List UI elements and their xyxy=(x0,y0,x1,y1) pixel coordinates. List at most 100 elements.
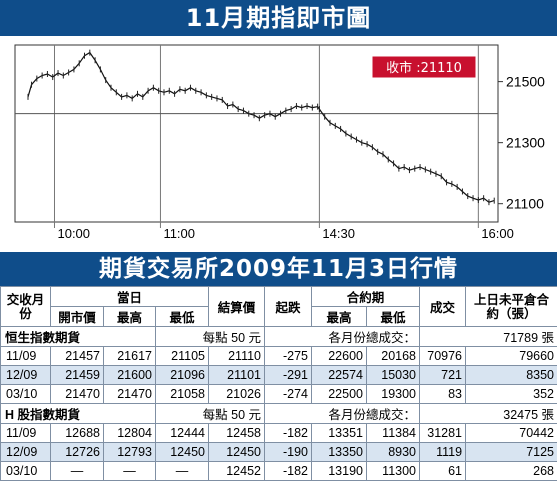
table-cell: 21058 xyxy=(155,384,209,404)
table-cell: — xyxy=(50,461,104,481)
y-tick-label: 21500 xyxy=(506,74,545,90)
row-month: 12/09 xyxy=(0,442,51,462)
header-cp-low: 最低 xyxy=(365,306,421,327)
table-cell: 21470 xyxy=(103,384,156,404)
header-low: 最低 xyxy=(155,306,209,327)
table-cell: — xyxy=(103,461,156,481)
table-cell: 22574 xyxy=(311,365,367,385)
table-cell: 12804 xyxy=(103,423,156,443)
row-month: 11/09 xyxy=(0,346,51,366)
table-cell: -274 xyxy=(264,384,312,404)
header-change: 起跌 xyxy=(264,286,312,327)
table-cell: 21457 xyxy=(50,346,104,366)
section-total: 71789 張 xyxy=(419,326,557,347)
market-table-wrap: 交收月份 當日 結算價 起跌 合約期 成交 上日未平倉合約（張） 開市價 最高 … xyxy=(0,286,557,500)
table-cell: 12452 xyxy=(208,461,265,481)
market-table-body: 恒生指數期貨 每點 50 元各月份總成交： 71789 張 11/09 21457 216… xyxy=(0,326,557,481)
price-line xyxy=(27,51,495,203)
table-cell: -291 xyxy=(264,365,312,385)
header-contract-period: 合約期 xyxy=(310,286,421,307)
table-cell: 61 xyxy=(419,461,467,481)
section-unit: 每點 50 元 xyxy=(155,326,265,347)
intraday-chart: 21500 21300 21100 10:00 11:00 14:30 16:00 收市 :2… xyxy=(0,36,557,252)
header-day: 當日 xyxy=(50,286,209,307)
header-high: 最高 xyxy=(103,306,156,327)
table-cell: 12688 xyxy=(50,423,104,443)
x-tick-label: 11:00 xyxy=(163,226,195,241)
table-cell: 8350 xyxy=(465,365,557,385)
table-cell: 20168 xyxy=(365,346,421,366)
table-cell: 15030 xyxy=(365,365,421,385)
table-cell: 21459 xyxy=(50,365,104,385)
table-cell: 13351 xyxy=(311,423,367,443)
header-open: 開市價 xyxy=(50,306,104,327)
table-cell: 70442 xyxy=(465,423,557,443)
table-cell: 22600 xyxy=(311,346,367,366)
header-volume: 成交 xyxy=(419,286,467,327)
table-cell: 21105 xyxy=(155,346,209,366)
table-row: 03/10 21470 21470 21058 21026 -274 22500 19300 8… xyxy=(0,384,557,404)
table-row: 11/09 12688 12804 12444 12458 -182 13351 11384 3… xyxy=(0,423,557,443)
row-month: 03/10 xyxy=(0,384,51,404)
table-cell: -182 xyxy=(264,461,312,481)
table-cell: 12450 xyxy=(155,442,209,462)
table-cell: 31281 xyxy=(419,423,467,443)
table-cell: 21026 xyxy=(208,384,265,404)
section-unit: 每點 50 元 xyxy=(155,403,265,424)
table-cell: 12450 xyxy=(208,442,265,462)
close-label-box xyxy=(371,55,477,79)
table-cell: 11384 xyxy=(365,423,421,443)
table-cell: 12726 xyxy=(50,442,104,462)
table-cell: 721 xyxy=(419,365,467,385)
table-cell: -275 xyxy=(264,346,312,366)
table-cell: -190 xyxy=(264,442,312,462)
table-title: 期貨交易所2009年11月3日行情 xyxy=(0,252,557,286)
table-cell: 21101 xyxy=(208,365,265,385)
row-month: 11/09 xyxy=(0,423,51,443)
table-cell: 352 xyxy=(465,384,557,404)
header-settle: 結算價 xyxy=(208,286,265,327)
table-cell: 21617 xyxy=(103,346,156,366)
table-cell: 268 xyxy=(465,461,557,481)
table-cell: 13190 xyxy=(311,461,367,481)
table-cell: 12458 xyxy=(208,423,265,443)
table-row: 12/09 12726 12793 12450 12450 -190 13350 8930 11… xyxy=(0,442,557,462)
table-cell: 12793 xyxy=(103,442,156,462)
table-cell: 7125 xyxy=(465,442,557,462)
table-cell: 13350 xyxy=(311,442,367,462)
header-cp-high: 最高 xyxy=(311,306,367,327)
chart-title: 11月期指即市圖 xyxy=(0,0,557,36)
y-tick-label: 21100 xyxy=(506,196,544,212)
row-month: 12/09 xyxy=(0,365,51,385)
table-cell: 21470 xyxy=(50,384,104,404)
table-cell: 70976 xyxy=(419,346,467,366)
section-header-row: 恒生指數期貨 每點 50 元各月份總成交： 71789 張 xyxy=(0,326,557,347)
table-cell: 1119 xyxy=(419,442,467,462)
table-cell: 19300 xyxy=(365,384,421,404)
header-oi: 上日未平倉合約（張） xyxy=(465,286,557,327)
section-total: 32475 張 xyxy=(419,403,557,424)
header-contract: 交收月份 xyxy=(0,286,51,327)
x-tick-label: 14:30 xyxy=(322,226,355,241)
section-name: 恒生指數期貨 xyxy=(0,326,156,347)
table-cell: 21110 xyxy=(208,346,265,366)
table-cell: 21600 xyxy=(103,365,156,385)
table-cell: -182 xyxy=(264,423,312,443)
x-tick-label: 16:00 xyxy=(481,226,514,241)
section-header-row: H 股指數期貨 每點 50 元各月份總成交： 32475 張 xyxy=(0,403,557,424)
market-table: 交收月份 當日 結算價 起跌 合約期 成交 上日未平倉合約（張） 開市價 最高 … xyxy=(0,286,557,481)
table-cell: 12444 xyxy=(155,423,209,443)
section-name: H 股指數期貨 xyxy=(0,403,156,424)
table-cell: 8930 xyxy=(365,442,421,462)
x-tick-label: 10:00 xyxy=(57,226,90,241)
table-cell: 83 xyxy=(419,384,467,404)
close-label: 收市 :21110 xyxy=(386,60,462,76)
table-row: 03/10— — —12452 -182 13190 11300 61 268 xyxy=(0,461,557,481)
table-cell: 21096 xyxy=(155,365,209,385)
row-month: 03/10 xyxy=(0,461,51,481)
intraday-chart-svg: 21500 21300 21100 10:00 11:00 14:30 16:00 收市 :2… xyxy=(14,44,545,241)
table-cell: 79660 xyxy=(465,346,557,366)
table-row: 12/09 21459 21600 21096 21101 -291 22574 15030 7… xyxy=(0,365,557,385)
y-tick-label: 21300 xyxy=(506,135,545,151)
section-total-label: 各月份總成交： xyxy=(263,403,421,424)
